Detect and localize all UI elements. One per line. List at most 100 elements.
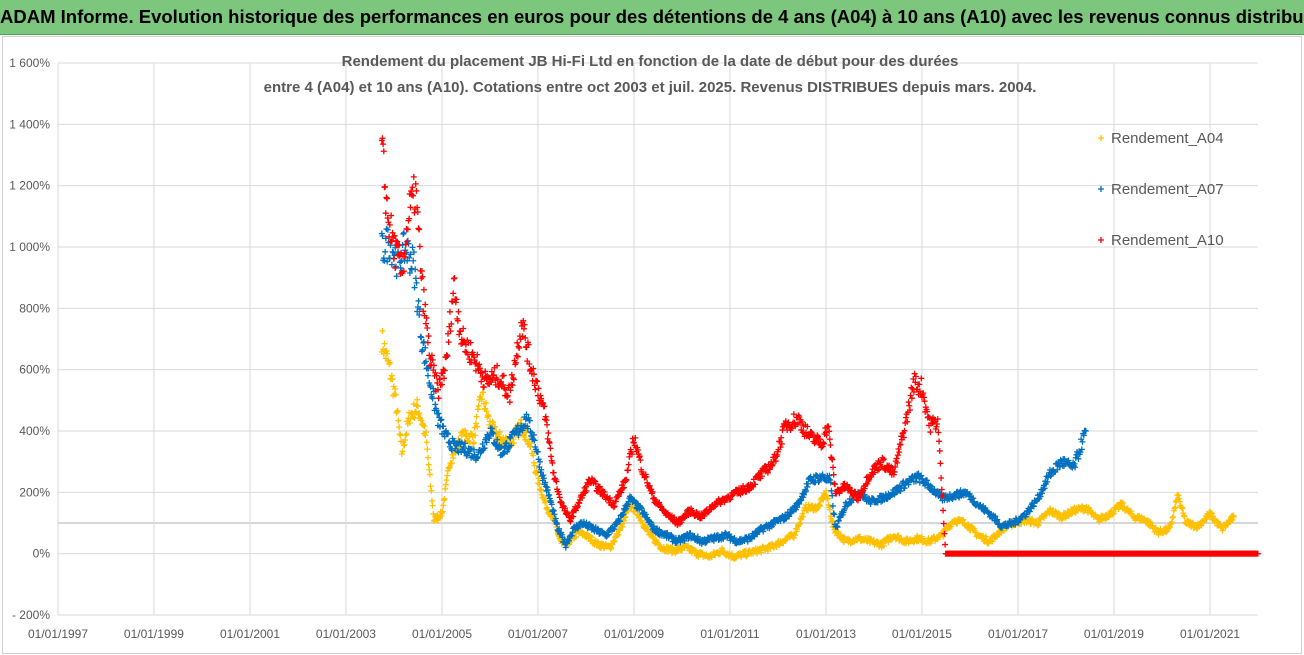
data-point <box>434 386 441 393</box>
legend-marker <box>1098 237 1104 243</box>
data-point <box>610 538 617 545</box>
data-point <box>458 340 465 347</box>
data-point <box>530 436 537 443</box>
data-point <box>384 350 391 357</box>
data-point <box>553 478 560 485</box>
data-point <box>829 456 836 463</box>
data-point <box>406 270 413 276</box>
data-point <box>468 359 475 366</box>
data-point <box>538 486 545 493</box>
data-point <box>415 297 422 304</box>
data-point <box>1030 503 1037 510</box>
data-point <box>467 430 474 437</box>
data-point <box>917 534 924 541</box>
data-point <box>766 466 773 473</box>
data-point <box>919 476 926 483</box>
data-point <box>702 538 709 545</box>
data-point <box>826 506 833 513</box>
data-point <box>476 361 483 368</box>
data-point <box>1044 478 1051 485</box>
data-point <box>902 414 909 421</box>
data-point <box>476 365 483 372</box>
data-point <box>544 487 551 494</box>
data-point <box>615 531 622 538</box>
data-point <box>625 461 632 468</box>
legend-label: Rendement_A07 <box>1111 181 1224 198</box>
data-point <box>1176 495 1183 502</box>
data-point <box>575 524 582 531</box>
data-point <box>907 392 914 399</box>
data-point <box>416 306 423 313</box>
y-tick-label: 400% <box>19 424 50 438</box>
data-point <box>652 537 659 544</box>
data-point <box>610 526 617 533</box>
data-point <box>692 547 699 554</box>
data-point <box>424 446 431 453</box>
data-point <box>726 531 733 538</box>
data-point <box>438 416 445 423</box>
data-point <box>430 362 437 369</box>
data-point <box>904 418 911 425</box>
data-point <box>728 493 735 500</box>
data-point <box>668 531 675 538</box>
data-point <box>822 429 829 436</box>
data-point <box>616 518 623 525</box>
data-point <box>485 374 492 381</box>
data-point <box>626 453 633 460</box>
data-point <box>518 416 525 423</box>
banner-title: ADAM Informe. Evolution historique des p… <box>0 6 1304 27</box>
data-point <box>412 180 419 187</box>
data-point <box>934 421 941 428</box>
data-point <box>388 372 395 379</box>
data-point <box>1038 490 1045 497</box>
data-point <box>530 459 537 466</box>
data-point <box>528 432 535 439</box>
data-point <box>441 433 448 440</box>
data-point <box>516 429 523 436</box>
data-point <box>649 488 656 495</box>
data-point <box>424 372 431 379</box>
data-point <box>897 488 904 495</box>
data-point <box>478 396 485 403</box>
data-point <box>482 368 489 375</box>
data-point <box>812 438 819 445</box>
data-point <box>540 475 547 482</box>
data-point <box>475 366 482 373</box>
data-point <box>1200 518 1207 525</box>
data-point <box>894 459 901 466</box>
data-point <box>480 384 487 391</box>
data-point <box>799 510 806 517</box>
data-point <box>436 376 443 383</box>
data-point <box>531 382 538 389</box>
data-point <box>471 357 478 364</box>
data-point <box>547 445 554 452</box>
data-point <box>504 394 511 401</box>
data-point <box>786 513 793 520</box>
data-point <box>450 290 457 297</box>
data-point <box>994 516 1001 523</box>
data-point <box>831 511 838 518</box>
data-point <box>544 506 551 513</box>
data-point <box>874 467 881 474</box>
data-point <box>445 339 452 346</box>
data-point <box>637 457 644 464</box>
data-point <box>677 546 684 553</box>
x-tick-label: 01/01/2017 <box>988 627 1048 641</box>
data-point <box>1082 428 1089 434</box>
data-point <box>450 275 457 282</box>
data-point <box>779 513 786 520</box>
data-point <box>379 232 386 239</box>
data-point <box>530 371 537 378</box>
data-point <box>396 259 403 266</box>
data-point <box>393 273 400 280</box>
data-point <box>390 255 397 262</box>
data-point <box>388 261 395 268</box>
data-point <box>494 376 501 383</box>
data-point <box>472 367 479 374</box>
data-point <box>380 148 387 155</box>
data-point <box>527 428 534 435</box>
data-point <box>494 362 501 369</box>
data-point <box>556 494 563 501</box>
data-point <box>381 340 388 347</box>
data-point <box>524 425 531 432</box>
